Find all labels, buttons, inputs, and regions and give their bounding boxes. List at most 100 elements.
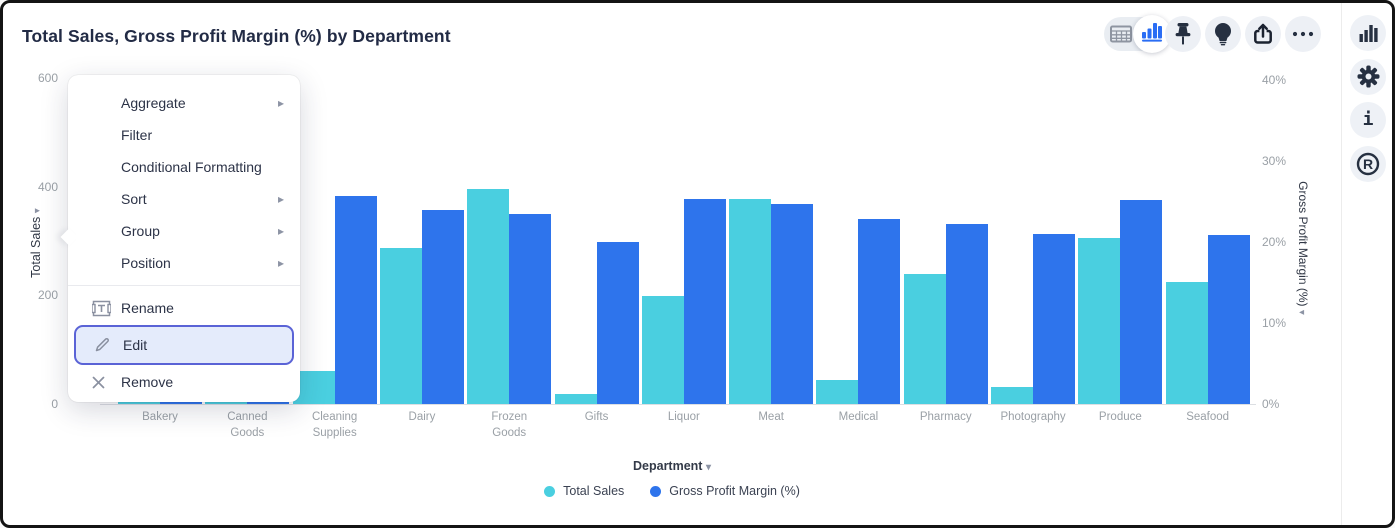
x-axis-category-label: Medical: [838, 411, 879, 423]
menu-item-conditional-formatting[interactable]: Conditional Formatting: [68, 151, 300, 183]
legend-swatch: [650, 485, 662, 497]
left-axis-caret-icon: ▾: [32, 208, 43, 214]
right-axis-tick: 20%: [1262, 235, 1287, 249]
bar-gross-profit-margin[interactable]: [596, 242, 639, 404]
menu-item-label: Conditional Formatting: [121, 159, 262, 175]
bar-gross-profit-margin[interactable]: [1207, 234, 1250, 404]
menu-item-label: Rename: [121, 300, 174, 316]
left-axis-tick: 600: [37, 71, 58, 85]
legend-label: Total Sales: [563, 484, 625, 498]
left-axis-tick: 400: [37, 179, 58, 194]
rail-chart-options-button[interactable]: [1350, 15, 1386, 51]
bar-total-sales[interactable]: [991, 387, 1033, 404]
submenu-arrow-icon: ▸: [277, 96, 284, 110]
bar-total-sales[interactable]: [467, 189, 510, 404]
legend-label: Gross Profit Margin (%): [669, 484, 800, 498]
svg-text:R: R: [1363, 156, 1373, 172]
x-axis-caret-icon: ▾: [705, 462, 711, 473]
right-axis-title[interactable]: Gross Profit Margin (%) ▾: [1296, 181, 1310, 315]
bar-gross-profit-margin[interactable]: [421, 209, 464, 404]
bar-gross-profit-margin[interactable]: [683, 199, 726, 404]
x-axis-category-label: Bakery: [142, 411, 178, 423]
bar-total-sales[interactable]: [1078, 238, 1121, 404]
bar-total-sales[interactable]: [1165, 281, 1208, 404]
share-button[interactable]: [1245, 16, 1281, 52]
chart-view-button[interactable]: [1133, 15, 1171, 53]
x-axis-line: [100, 404, 1256, 405]
rail-settings-button[interactable]: [1350, 58, 1386, 95]
bar-gross-profit-margin[interactable]: [509, 214, 552, 404]
bulb-icon: [1213, 22, 1233, 46]
x-axis-category-label: Cleaning Supplies: [311, 411, 358, 439]
menu-item-label: Aggregate: [121, 95, 186, 111]
menu-item-position[interactable]: Position ▸: [68, 247, 300, 279]
bar-total-sales[interactable]: [379, 247, 422, 404]
more-button[interactable]: [1285, 16, 1321, 52]
bar-total-sales[interactable]: [554, 394, 597, 404]
menu-item-label: Edit: [123, 337, 148, 353]
menu-item-edit[interactable]: Edit: [74, 325, 294, 365]
menu-item-sort[interactable]: Sort ▸: [68, 183, 300, 215]
bar-total-sales[interactable]: [816, 380, 859, 404]
x-axis-category-label: Gifts: [584, 411, 609, 423]
table-view-icon[interactable]: [1110, 25, 1132, 48]
chart-view-icon: [1141, 21, 1163, 47]
rail-info-button[interactable]: i: [1350, 102, 1386, 138]
gear-icon: [1357, 65, 1380, 88]
remove-icon: [92, 376, 112, 389]
bar-gross-profit-margin[interactable]: [771, 203, 814, 404]
submenu-arrow-icon: ▸: [277, 192, 284, 206]
left-axis-title-label: Total Sales: [29, 216, 43, 278]
right-axis-title-label: Gross Profit Margin (%): [1296, 181, 1310, 307]
x-axis-title[interactable]: Department ▾: [3, 459, 1341, 473]
menu-item-label: Filter: [121, 127, 153, 143]
x-axis-category-label: Meat: [758, 411, 784, 423]
bar-total-sales[interactable]: [641, 296, 684, 404]
page-title: Total Sales, Gross Profit Margin (%) by …: [22, 26, 451, 46]
info-icon: i: [1362, 109, 1374, 130]
menu-item-remove[interactable]: Remove: [68, 366, 300, 398]
x-axis-category-label: Canned Goods: [227, 411, 268, 439]
legend-item[interactable]: Gross Profit Margin (%): [650, 484, 800, 498]
menu-item-group[interactable]: Group ▸: [68, 215, 300, 247]
rail-r-logo-button[interactable]: R: [1350, 145, 1386, 182]
x-axis-category-label: Dairy: [408, 411, 436, 423]
menu-item-filter[interactable]: Filter: [68, 119, 300, 151]
bar-total-sales[interactable]: [729, 199, 772, 404]
chart-options-icon: [1359, 24, 1378, 42]
more-icon: [1292, 31, 1314, 37]
x-axis-category-label: Seafood: [1186, 411, 1230, 423]
submenu-arrow-icon: ▸: [277, 224, 284, 238]
right-axis-tick: 0%: [1262, 397, 1280, 411]
bar-gross-profit-margin[interactable]: [1120, 199, 1163, 404]
left-axis-title[interactable]: Total Sales ▾: [29, 208, 43, 278]
x-axis-category-label: Pharmacy: [919, 411, 972, 423]
menu-item-aggregate[interactable]: Aggregate ▸: [68, 87, 300, 119]
x-axis-title-label: Department: [633, 459, 703, 473]
bar-gross-profit-margin[interactable]: [334, 195, 377, 404]
rename-icon: [92, 300, 112, 317]
pin-button[interactable]: [1165, 16, 1201, 52]
menu-item-label: Sort: [121, 191, 147, 207]
right-axis-tick: 10%: [1262, 316, 1287, 330]
menu-item-rename[interactable]: Rename: [68, 292, 300, 324]
menu-item-label: Position: [121, 255, 171, 271]
bar-gross-profit-margin[interactable]: [945, 224, 988, 404]
legend-item[interactable]: Total Sales: [544, 484, 624, 498]
x-axis-category-label: Frozen Goods: [491, 411, 528, 439]
right-axis-tick: 30%: [1262, 154, 1287, 168]
bar-total-sales[interactable]: [903, 273, 946, 404]
menu-divider: [68, 285, 300, 286]
pin-icon: [1172, 22, 1194, 46]
x-axis-category-label: Photography: [1000, 411, 1066, 423]
x-axis-category-label: Liquor: [667, 411, 700, 423]
x-axis-category-label: Produce: [1098, 411, 1142, 423]
r-logo-icon: R: [1355, 151, 1381, 177]
bar-gross-profit-margin[interactable]: [858, 219, 901, 404]
menu-item-label: Remove: [121, 374, 174, 390]
bar-gross-profit-margin[interactable]: [1033, 233, 1075, 404]
right-axis-caret-icon: ▾: [1296, 309, 1307, 315]
rail-divider: [1341, 3, 1342, 525]
bulb-button[interactable]: [1205, 16, 1241, 52]
